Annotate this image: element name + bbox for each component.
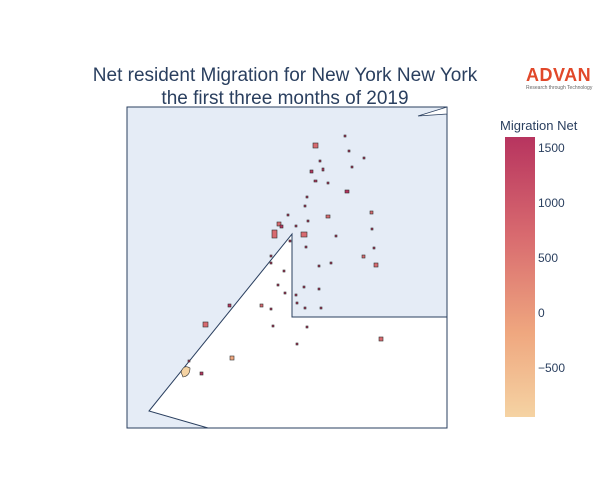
census-tract[interactable]: [276, 283, 280, 287]
census-tract[interactable]: [305, 325, 309, 329]
census-tract[interactable]: [269, 261, 273, 265]
census-tract[interactable]: [286, 213, 290, 217]
census-tract[interactable]: [370, 227, 374, 231]
census-tract[interactable]: [361, 254, 366, 259]
census-tract[interactable]: [271, 229, 278, 239]
chart-title-line-2: the first three months of 2019: [161, 88, 409, 109]
colorbar-tick-label: 500: [538, 250, 559, 265]
census-tract[interactable]: [269, 307, 273, 311]
colorbar-tick-label: 1500: [538, 140, 565, 155]
census-tract[interactable]: [229, 355, 235, 361]
advan-logo: ADVAN Research through Technology: [526, 66, 596, 91]
census-tract[interactable]: [312, 142, 319, 149]
census-tract[interactable]: [319, 306, 323, 310]
colorbar-title: Migration Net: [500, 118, 578, 133]
census-tract[interactable]: [303, 306, 307, 310]
colorbar-tick-label: 1000: [538, 195, 565, 210]
census-tract[interactable]: [373, 262, 379, 268]
census-tract[interactable]: [276, 221, 282, 227]
census-tract[interactable]: [294, 293, 298, 297]
census-tract[interactable]: [318, 159, 322, 163]
census-tract[interactable]: [325, 214, 331, 219]
census-tract[interactable]: [378, 336, 384, 342]
census-tract[interactable]: [294, 224, 298, 228]
census-tract[interactable]: [180, 366, 191, 378]
census-tract[interactable]: [282, 269, 286, 273]
census-tract[interactable]: [199, 371, 204, 376]
census-tract[interactable]: [329, 261, 333, 265]
land-area: [148, 232, 448, 429]
census-tract[interactable]: [295, 301, 299, 305]
census-tract[interactable]: [302, 285, 306, 289]
chart-title-line-1: Net resident Migration for New York New …: [92, 65, 478, 86]
census-tract[interactable]: [288, 239, 292, 243]
census-tract[interactable]: [295, 342, 299, 346]
census-tract[interactable]: [372, 246, 376, 250]
census-tract[interactable]: [259, 303, 264, 308]
census-tract[interactable]: [306, 219, 310, 223]
census-tract[interactable]: [305, 195, 309, 199]
census-tract[interactable]: [283, 291, 287, 295]
census-tract[interactable]: [326, 181, 330, 185]
chart-title: Net resident Migration for New York New …: [60, 64, 510, 110]
census-tract[interactable]: [304, 245, 308, 249]
census-tract[interactable]: [344, 189, 350, 194]
colorbar-tick-label: −500: [538, 360, 566, 375]
colorbar: [505, 137, 535, 417]
census-tract[interactable]: [309, 169, 314, 174]
census-tract[interactable]: [317, 264, 321, 268]
census-tract[interactable]: [369, 210, 374, 215]
census-tract[interactable]: [303, 204, 307, 208]
brand-name: ADVAN: [526, 65, 592, 85]
census-tract[interactable]: [279, 224, 284, 229]
census-tract[interactable]: [321, 167, 325, 172]
census-tract[interactable]: [300, 231, 308, 238]
land-sliver: [417, 106, 448, 117]
census-tract[interactable]: [350, 165, 354, 169]
census-tract[interactable]: [202, 321, 209, 328]
census-tract[interactable]: [343, 134, 347, 138]
census-tract[interactable]: [347, 149, 351, 153]
census-tract[interactable]: [334, 234, 338, 238]
tract-layer: [180, 134, 384, 378]
census-tract[interactable]: [313, 179, 318, 183]
census-tract[interactable]: [317, 287, 321, 291]
census-tract[interactable]: [269, 254, 273, 258]
census-tract[interactable]: [227, 303, 232, 308]
brand-tagline: Research through Technology: [526, 85, 593, 91]
census-tract[interactable]: [271, 324, 275, 328]
colorbar-tick-label: 0: [538, 305, 545, 320]
census-tract[interactable]: [187, 359, 191, 363]
census-tract[interactable]: [362, 156, 366, 160]
